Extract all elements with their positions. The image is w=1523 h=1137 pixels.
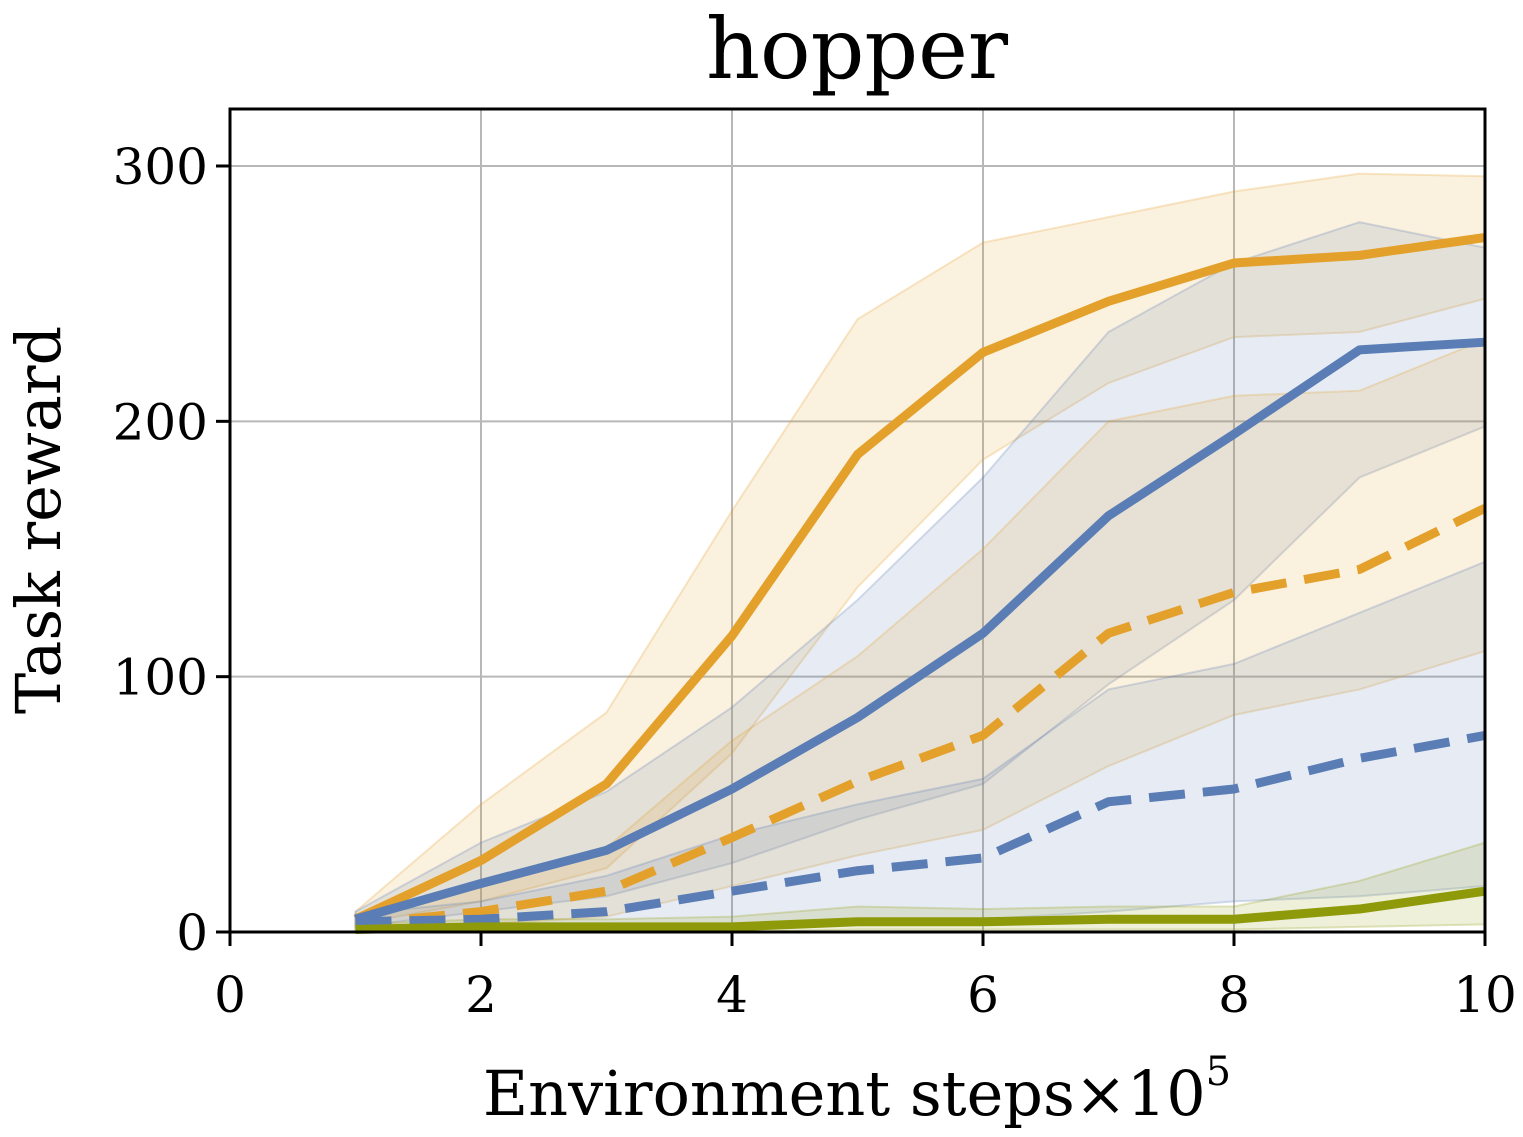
series-3-line <box>355 730 1486 927</box>
x-axis-label: Environment steps×105 <box>483 1049 1231 1130</box>
y-axis-ticks: 0 100 200 300 <box>113 138 230 962</box>
series-2-line <box>355 504 1487 929</box>
x-axis-label-multiplier: ×10 <box>1075 1057 1206 1130</box>
x-tick-label: 0 <box>214 966 246 1024</box>
x-tick-label: 8 <box>1218 966 1250 1024</box>
series-1-line <box>354 337 1486 924</box>
series-4-line <box>355 886 1486 934</box>
x-axis-label-exponent: 5 <box>1206 1049 1231 1095</box>
y-tick-label: 300 <box>113 138 208 196</box>
confidence-bands <box>354 172 1486 933</box>
chart-title: hopper <box>706 0 1009 98</box>
x-tick-label: 4 <box>716 966 748 1024</box>
x-tick-label: 6 <box>967 966 999 1024</box>
y-tick-label: 0 <box>176 904 208 962</box>
grid <box>230 109 1485 932</box>
series-lines <box>353 233 1487 934</box>
y-tick-label: 100 <box>113 649 208 707</box>
x-tick-label: 10 <box>1453 966 1517 1024</box>
x-tick-label: 2 <box>465 966 497 1024</box>
x-axis-ticks: 0 2 4 6 8 10 <box>214 932 1517 1024</box>
plot-frame <box>228 107 1487 934</box>
series-0-line <box>353 233 1486 924</box>
x-axis-label-text: Environment steps <box>483 1057 1075 1130</box>
y-tick-label: 200 <box>113 393 208 451</box>
y-axis-label: Task reward <box>2 326 75 714</box>
